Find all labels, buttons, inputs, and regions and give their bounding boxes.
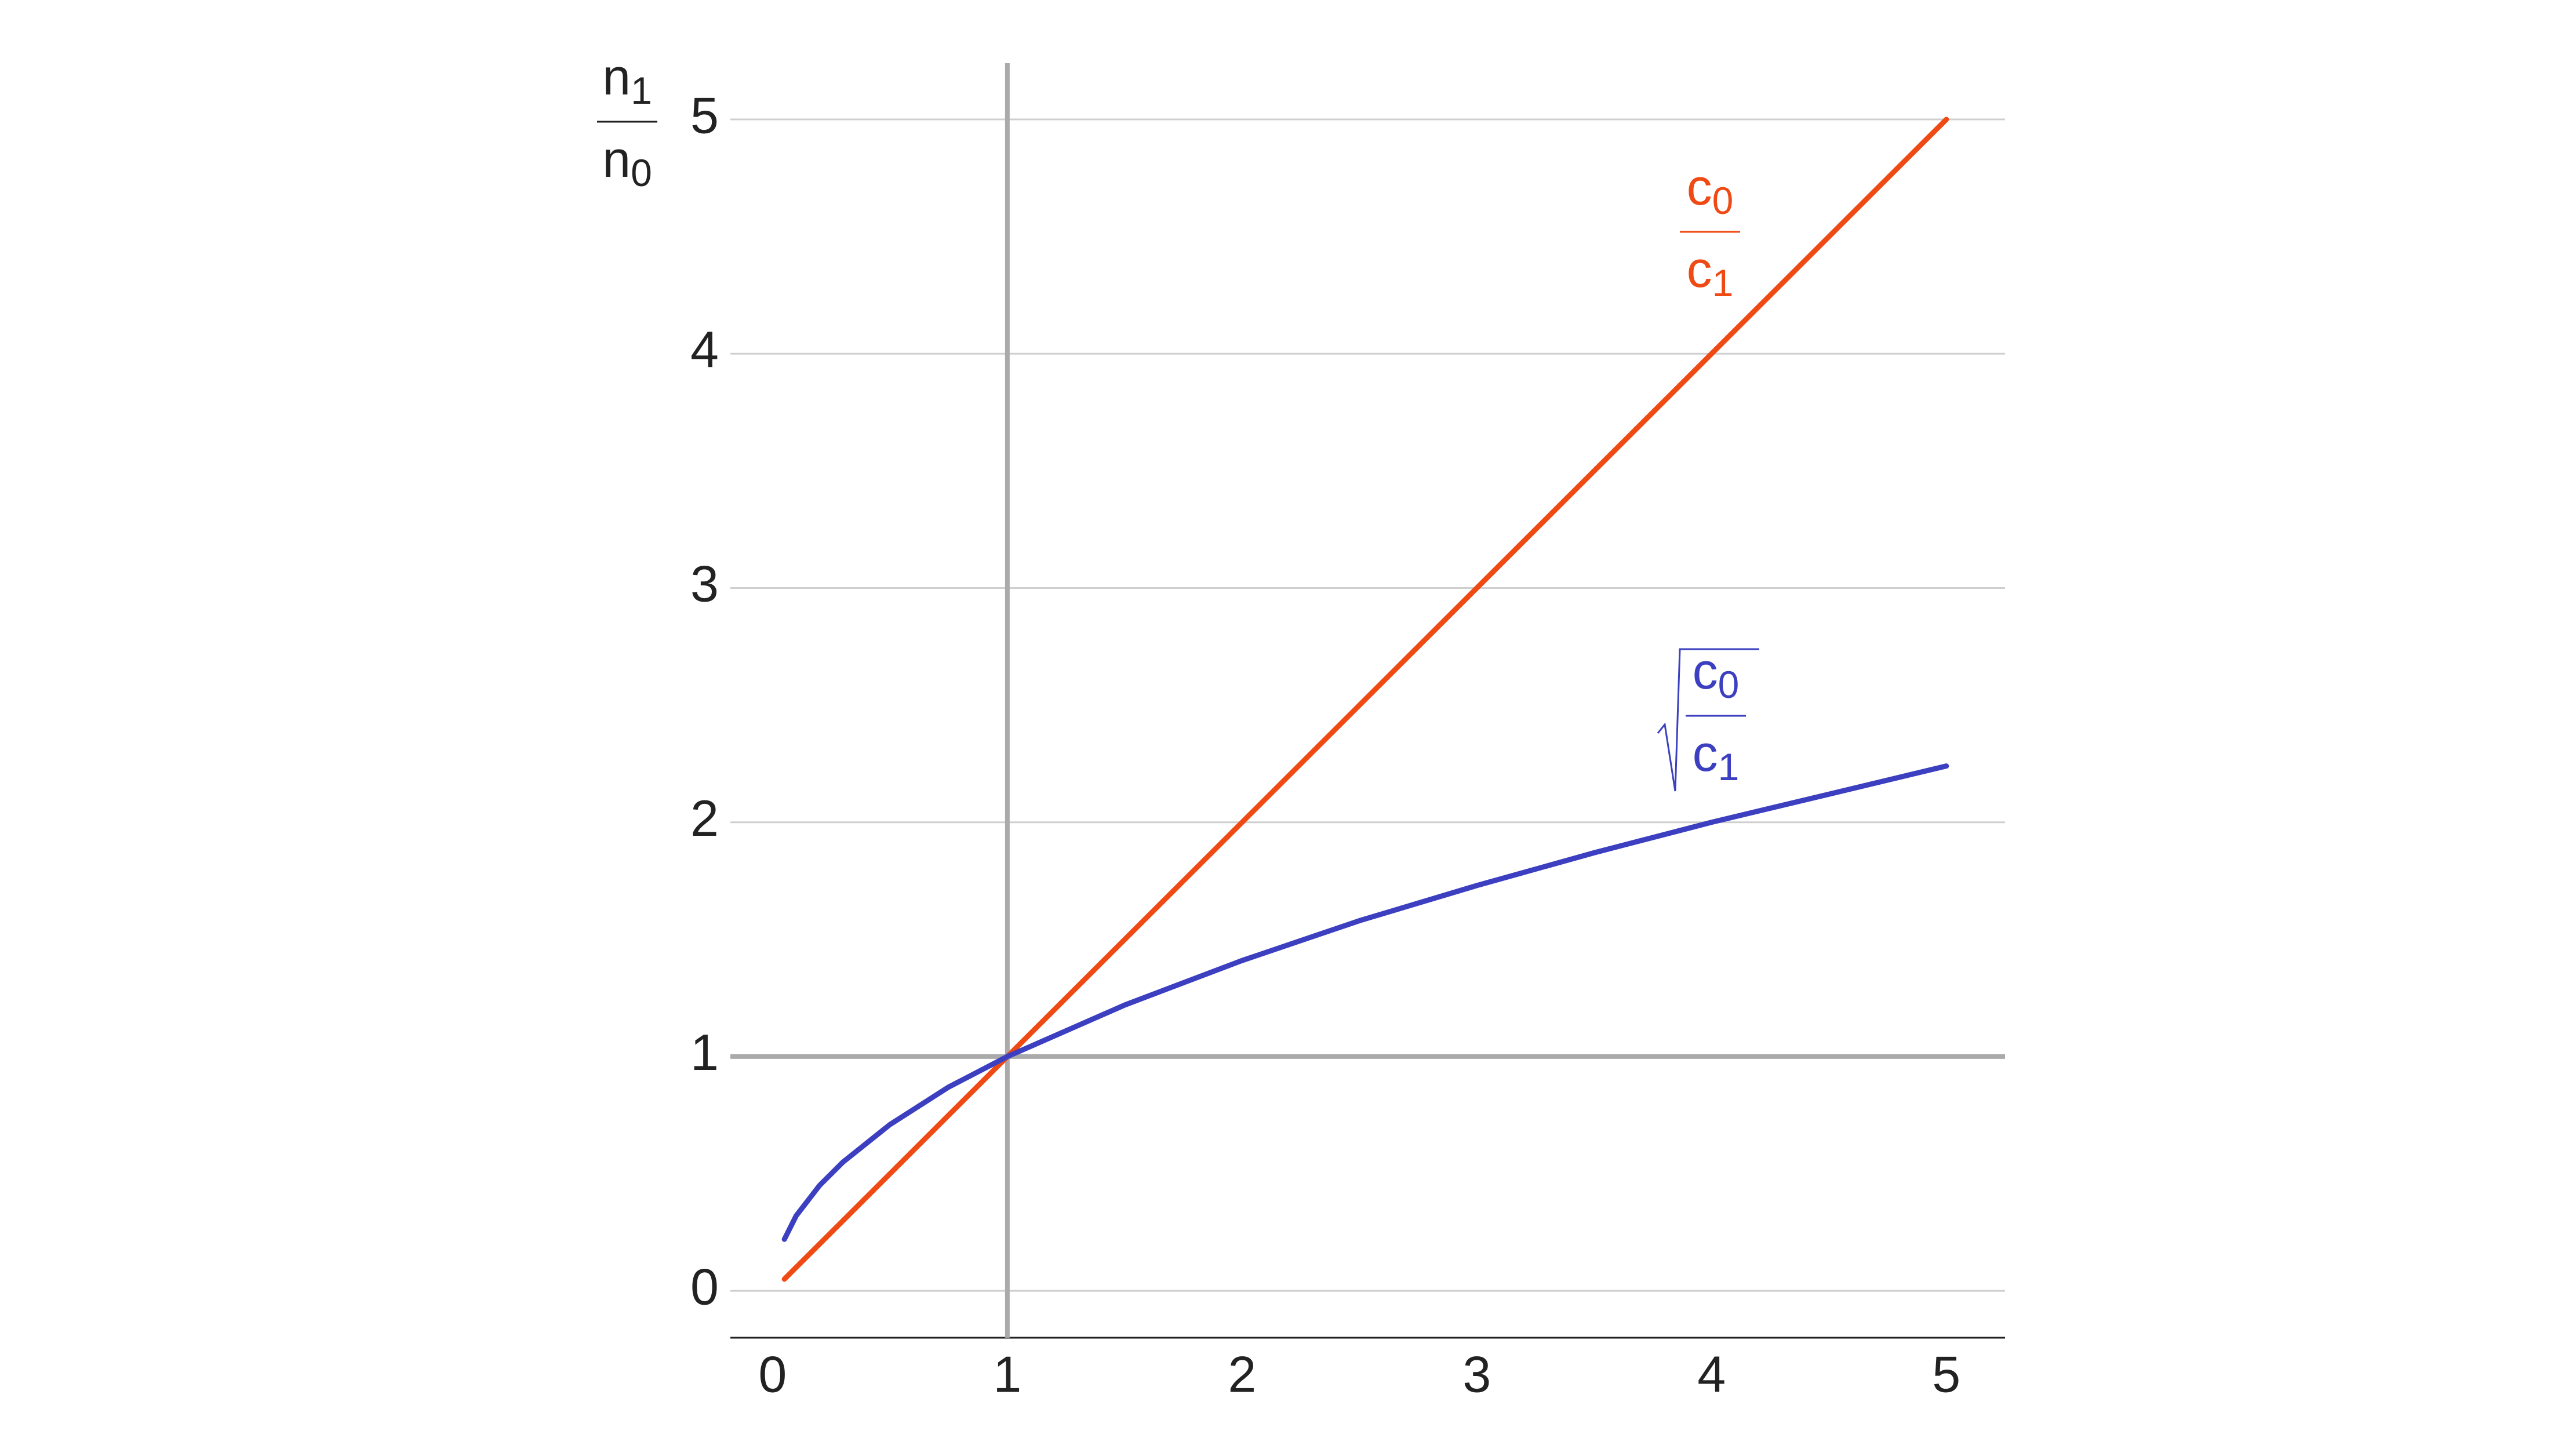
- y-tick-label: 5: [690, 86, 719, 144]
- series-line: [781, 763, 1949, 1242]
- y-tick-label: 4: [690, 321, 719, 378]
- base: c: [1693, 724, 1718, 782]
- base: n: [602, 130, 631, 188]
- y-tick-label: 0: [690, 1258, 719, 1315]
- x-tick-label: 1: [993, 1345, 1021, 1403]
- base: c: [1687, 158, 1712, 216]
- y-axis-label-denominator: n0: [602, 130, 652, 194]
- base: c: [1693, 642, 1718, 700]
- sub: 0: [1718, 663, 1740, 706]
- sub: 0: [1712, 179, 1734, 222]
- sub: 1: [631, 69, 652, 112]
- sub: 1: [1712, 261, 1734, 304]
- x-tick-label: 0: [758, 1345, 787, 1403]
- base: c: [1687, 241, 1712, 298]
- series-label-denominator: c1: [1693, 724, 1740, 788]
- series-label-numerator: c0: [1687, 158, 1734, 222]
- sub: 0: [631, 151, 652, 194]
- base: n: [602, 48, 631, 105]
- sqrt-sign: [1657, 648, 1759, 792]
- y-tick-label: 3: [690, 555, 719, 613]
- sub: 1: [1718, 745, 1740, 788]
- series-line: [781, 116, 1949, 1282]
- y-tick-label: 1: [690, 1024, 719, 1081]
- series-label-denominator: c1: [1687, 241, 1734, 304]
- x-tick-label: 3: [1462, 1345, 1491, 1403]
- y-axis-label-numerator: n1: [602, 48, 652, 112]
- x-tick-label: 4: [1697, 1345, 1726, 1403]
- y-tick-label: 2: [690, 789, 719, 847]
- series-label-numerator: c0: [1693, 642, 1740, 706]
- x-tick-label: 5: [1932, 1345, 1960, 1403]
- x-tick-label: 2: [1228, 1345, 1256, 1403]
